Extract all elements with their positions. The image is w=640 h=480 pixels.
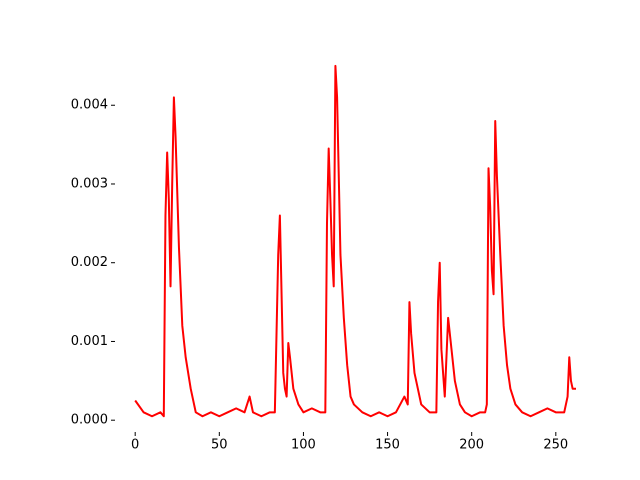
x-tick-label: 100 [291,438,316,453]
x-tick-label: 150 [375,438,400,453]
y-tick-label: 0.004 [71,98,108,113]
y-tick-label: 0.001 [71,334,108,349]
y-tick-label: 0.003 [71,176,108,191]
x-tick-label: 250 [543,438,568,453]
y-tick-label: 0.000 [71,413,108,428]
x-tick-label: 200 [459,438,484,453]
x-tick-label: 0 [131,438,139,453]
x-tick-label: 50 [211,438,228,453]
data-line [134,64,576,418]
y-tick-label: 0.002 [71,255,108,270]
